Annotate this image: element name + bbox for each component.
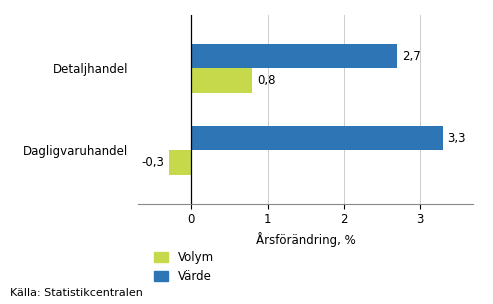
Text: Källa: Statistikcentralen: Källa: Statistikcentralen — [10, 288, 143, 298]
Bar — [191, 68, 252, 93]
Text: 2,7: 2,7 — [402, 50, 421, 63]
X-axis label: Årsförändring, %: Årsförändring, % — [256, 232, 355, 247]
Text: -0,3: -0,3 — [141, 156, 164, 169]
Text: 0,8: 0,8 — [257, 74, 276, 87]
Bar — [191, 126, 443, 150]
Bar — [191, 44, 397, 68]
Legend: Volym, Värde: Volym, Värde — [154, 251, 213, 283]
Bar — [169, 150, 191, 175]
Text: 3,3: 3,3 — [447, 132, 466, 145]
